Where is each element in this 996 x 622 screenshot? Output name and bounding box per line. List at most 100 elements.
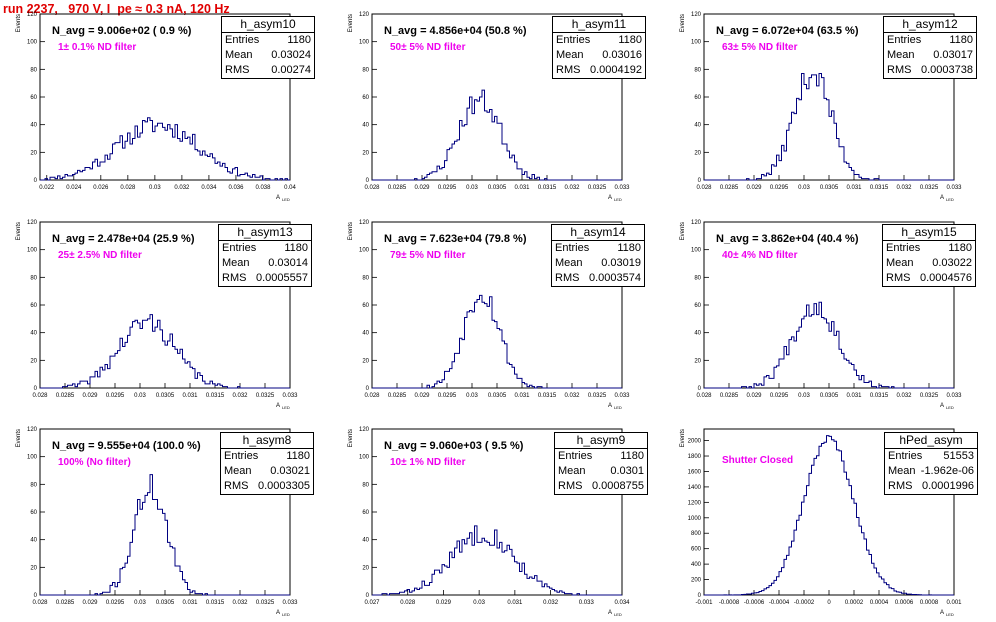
x-tick-label: 0.033: [614, 185, 630, 191]
stats-row-mean: Mean 0.03022: [883, 256, 975, 271]
filter-label: 40± 4% ND filter: [722, 250, 798, 261]
x-axis-label: A: [608, 610, 612, 616]
stats-label: Entries: [225, 34, 260, 46]
stats-row-mean: Mean 0.03017: [884, 48, 976, 63]
histogram-plot: 0.028 0.0285 0.029 0.0295 0.03 0.0305 0.031 0.0…: [348, 12, 630, 202]
x-tick-label: 0.001: [946, 600, 962, 606]
stats-row-mean: Mean 0.03016: [553, 48, 645, 63]
x-tick-label: 0.0325: [920, 393, 939, 399]
y-tick-label: 20: [362, 565, 369, 571]
stats-value: 0.03019: [601, 257, 641, 269]
y-tick-label: 40: [694, 331, 701, 337]
stats-row-rms: RMS 0.0004192: [553, 63, 645, 78]
stats-row-rms: RMS 0.0001996: [885, 479, 977, 494]
x-tick-label: 0.0305: [488, 393, 507, 399]
y-tick-label: 600: [691, 547, 702, 553]
x-tick-label: 0.031: [514, 393, 530, 399]
stats-label: RMS: [222, 272, 247, 284]
x-tick-label: 0.0325: [588, 185, 607, 191]
stats-value: 0.0001996: [922, 480, 974, 492]
stats-label: Mean: [224, 465, 252, 477]
stats-row-entries: Entries 1180: [555, 449, 647, 464]
y-tick-label: 60: [30, 95, 37, 101]
x-tick-label: 0.031: [846, 393, 862, 399]
y-tick-label: 0: [366, 386, 370, 392]
x-tick-label: 0.036: [228, 185, 244, 191]
x-tick-label: -0.0002: [794, 600, 815, 606]
y-tick-label: 20: [694, 150, 701, 156]
y-axis-label: Events: [16, 222, 22, 240]
stats-label: Entries: [556, 34, 591, 46]
stats-box: h_asym8 Entries 1180 Mean 0.03021 RMS 0.000330…: [220, 432, 314, 495]
stats-label: RMS: [886, 272, 911, 284]
x-tick-label: 0.03: [134, 393, 146, 399]
x-tick-label: 0.032: [232, 600, 248, 606]
stats-value: 0.0005557: [256, 272, 308, 284]
stats-box: hPed_asym Entries 51553 Mean -1.962e-06 RMS 0.…: [884, 432, 978, 495]
stats-value: 0.03022: [932, 257, 972, 269]
y-tick-label: 0: [34, 386, 38, 392]
histogram-plot: 0.028 0.0285 0.029 0.0295 0.03 0.0305 0.031 0.0…: [680, 220, 962, 410]
y-tick-label: 60: [694, 95, 701, 101]
y-tick-label: 120: [359, 12, 370, 18]
y-tick-label: 60: [362, 510, 369, 516]
y-tick-label: 1200: [688, 500, 702, 506]
x-tick-label: 0.03: [466, 393, 478, 399]
stats-label: Mean: [886, 257, 914, 269]
x-tick-label: 0.032: [564, 185, 580, 191]
y-tick-label: 0: [698, 593, 702, 599]
y-tick-label: 100: [359, 248, 370, 254]
x-tick-label: 0.033: [946, 185, 962, 191]
y-tick-label: 80: [694, 275, 701, 281]
stats-value: 1180: [620, 450, 644, 462]
x-tick-label: 0.03: [134, 600, 146, 606]
stats-value: -1.962e-06: [920, 465, 974, 477]
histogram-line: [372, 294, 622, 389]
filter-label: 10± 1% ND filter: [390, 457, 466, 468]
x-tick-label: 0.033: [946, 393, 962, 399]
y-tick-label: 40: [30, 538, 37, 544]
y-tick-label: 20: [30, 358, 37, 364]
y-axis-label: Events: [348, 14, 354, 32]
x-tick-label: 0.028: [364, 185, 380, 191]
x-axis-subscript: LED: [282, 612, 290, 617]
stats-row-entries: Entries 1180: [221, 449, 313, 464]
y-tick-label: 800: [691, 531, 702, 537]
x-tick-label: 0.0315: [206, 393, 225, 399]
x-tick-label: 0.0305: [820, 185, 839, 191]
x-tick-label: 0.031: [514, 185, 530, 191]
x-tick-label: 0.04: [284, 185, 296, 191]
x-tick-label: 0.0295: [106, 600, 125, 606]
navg-label: N_avg = 7.623e+04 (79.8 %): [384, 233, 527, 245]
x-tick-label: -0.0004: [769, 600, 790, 606]
y-tick-label: 20: [30, 150, 37, 156]
y-tick-label: 80: [362, 482, 369, 488]
stats-value: 0.0004576: [920, 272, 972, 284]
histogram-line: [40, 314, 290, 389]
x-tick-label: 0.038: [255, 185, 271, 191]
stats-value: 0.0003738: [921, 64, 973, 76]
stats-label: Mean: [222, 257, 250, 269]
histogram-line: [704, 301, 954, 389]
y-tick-label: 80: [30, 67, 37, 73]
stats-row-entries: Entries 1180: [553, 33, 645, 48]
x-tick-label: 0.029: [436, 600, 452, 606]
histogram-name: h_asym13: [219, 225, 311, 241]
y-tick-label: 100: [691, 248, 702, 254]
y-tick-label: 100: [27, 248, 38, 254]
y-tick-label: 100: [27, 455, 38, 461]
x-axis-subscript: LED: [614, 197, 622, 202]
histogram-plot: 0.022 0.024 0.026 0.028 0.03 0.032 0.034 0.036 0…: [16, 12, 296, 202]
x-tick-label: 0.032: [232, 393, 248, 399]
x-tick-label: 0.031: [846, 185, 862, 191]
x-tick-label: 0.028: [400, 600, 416, 606]
stats-value: 1180: [284, 242, 308, 254]
histogram-line: [372, 525, 622, 596]
stats-row-mean: Mean -1.962e-06: [885, 464, 977, 479]
y-tick-label: 100: [359, 455, 370, 461]
navg-label: N_avg = 3.862e+04 (40.4 %): [716, 233, 859, 245]
x-tick-label: 0.0305: [156, 393, 175, 399]
stats-box: h_asym10 Entries 1180 Mean 0.03024 RMS 0.00274: [221, 16, 315, 79]
x-tick-label: 0.029: [414, 393, 430, 399]
histogram-panel-h_asym15: 0.028 0.0285 0.029 0.0295 0.03 0.0305 0.031 0.0…: [664, 208, 996, 415]
